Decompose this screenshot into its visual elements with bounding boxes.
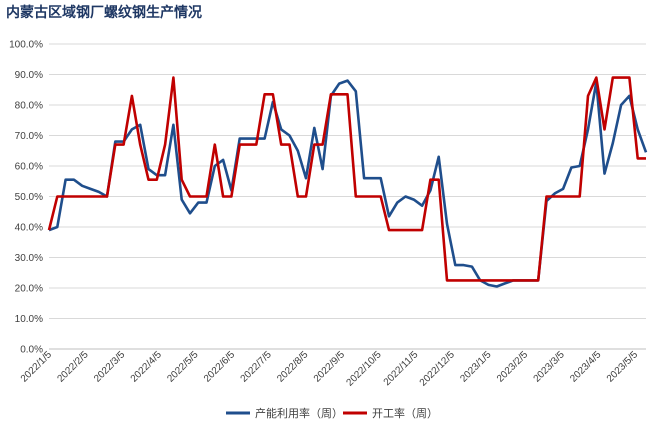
y-tick-label: 70.0%: [15, 131, 43, 142]
series-lines: [47, 76, 648, 288]
x-tick-label: 2023/3/5: [532, 349, 568, 385]
series-line-capacity: [48, 79, 648, 288]
y-tick-label: 10.0%: [15, 314, 43, 325]
legend-label-operating: 开工率（周）: [372, 406, 438, 420]
y-tick-label: 80.0%: [15, 101, 43, 112]
x-tick-label: 2022/10/5: [345, 349, 385, 389]
y-tick-label: 40.0%: [15, 223, 43, 234]
x-tick-label: 2022/2/5: [55, 349, 91, 385]
x-tick-label: 2023/4/5: [568, 349, 604, 385]
y-tick-label: 30.0%: [15, 253, 43, 264]
y-tick-label: 0.0%: [20, 345, 43, 356]
x-tick-label: 2022/9/5: [312, 349, 348, 385]
x-tick-label: 2023/1/5: [458, 349, 494, 385]
chart-title: 内蒙古区域钢厂螺纹钢生产情况: [6, 4, 202, 21]
x-tick-label: 2022/11/5: [382, 349, 421, 388]
legend: 产能利用率（周） 开工率（周）: [226, 406, 438, 420]
x-tick-label: 2022/6/5: [202, 349, 238, 385]
x-tick-label: 2022/12/5: [418, 349, 458, 389]
y-tick-label: 20.0%: [15, 284, 43, 295]
y-axis: 0.0% 10.0% 20.0% 30.0% 40.0% 50.0% 60.0% 70.0% 8…: [9, 40, 43, 356]
y-tick-label: 50.0%: [15, 192, 43, 203]
x-tick-label: 2023/2/5: [495, 349, 531, 385]
x-tick-label: 2022/5/5: [165, 349, 201, 385]
y-tick-label: 100.0%: [9, 40, 43, 51]
x-tick-label: 2023/5/5: [605, 349, 641, 385]
legend-label-capacity: 产能利用率（周）: [255, 406, 343, 420]
y-tick-label: 90.0%: [15, 70, 43, 81]
x-tick-label: 2022/3/5: [92, 349, 128, 385]
x-axis: 2022/1/5 2022/2/5 2022/3/5 2022/4/5 2022/5/5…: [19, 348, 646, 389]
y-tick-label: 60.0%: [15, 162, 43, 173]
x-tick-label: 2022/8/5: [275, 349, 311, 385]
x-tick-label: 2022/7/5: [239, 349, 275, 385]
x-tick-label: 2022/4/5: [129, 349, 165, 385]
series-line-operating: [47, 76, 646, 282]
